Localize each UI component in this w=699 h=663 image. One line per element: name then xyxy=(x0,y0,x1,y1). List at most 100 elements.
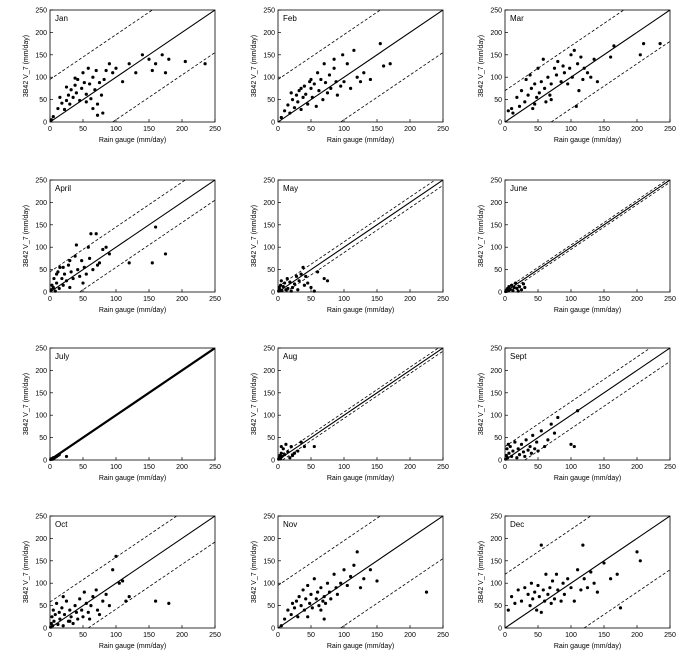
x-tick-label: 200 xyxy=(176,632,188,639)
data-point xyxy=(554,572,559,576)
x-tick-label: 0 xyxy=(503,126,507,133)
data-point xyxy=(61,624,65,628)
data-point xyxy=(73,83,77,87)
data-point xyxy=(523,285,527,290)
data-point xyxy=(68,102,72,106)
ref-line-lower xyxy=(79,199,215,292)
y-tick-label: 200 xyxy=(263,368,275,375)
data-point xyxy=(544,100,548,104)
data-point xyxy=(562,592,567,597)
data-point xyxy=(68,608,72,612)
data-point xyxy=(332,57,336,61)
data-point xyxy=(576,409,580,413)
data-point xyxy=(286,450,290,454)
chart-panel-feb: 0 50 100 150 200 250 0 50 100 150 200 250 Feb Rain ga… xyxy=(251,8,449,145)
x-tick-label: 150 xyxy=(598,126,610,133)
data-point xyxy=(304,92,308,96)
ref-line-lower xyxy=(112,52,215,122)
data-point xyxy=(64,454,69,459)
data-point xyxy=(55,601,59,605)
data-point xyxy=(58,265,62,269)
data-point xyxy=(569,586,573,590)
data-point xyxy=(322,276,326,281)
panel-title: Oct xyxy=(55,520,68,529)
data-point xyxy=(515,95,519,99)
data-point xyxy=(519,442,524,446)
data-point xyxy=(53,612,57,617)
data-point xyxy=(301,265,305,269)
data-point xyxy=(299,440,303,444)
panel-title: April xyxy=(55,184,71,193)
x-tick-label: 200 xyxy=(631,296,643,303)
x-tick-label: 0 xyxy=(276,632,280,639)
panel-title: Dec xyxy=(510,520,524,529)
x-axis-label: Rain gauge (mm/day) xyxy=(554,475,621,482)
data-point xyxy=(297,279,301,283)
x-tick-label: 200 xyxy=(176,296,188,303)
y-tick-label: 50 xyxy=(39,267,47,274)
data-point xyxy=(104,68,108,73)
data-point xyxy=(104,592,108,597)
data-point xyxy=(609,55,613,59)
x-axis-label: Rain gauge (mm/day) xyxy=(99,137,166,144)
y-tick-label: 150 xyxy=(490,52,502,59)
ref-line-1to1 xyxy=(278,516,443,628)
y-axis-label: 3B42 V_7 (mm/day) xyxy=(23,205,30,267)
data-point xyxy=(302,84,306,88)
data-point xyxy=(290,453,295,458)
data-point xyxy=(618,606,623,610)
data-point xyxy=(523,586,527,590)
data-point xyxy=(536,583,540,588)
data-point xyxy=(58,95,62,99)
data-point xyxy=(62,107,67,112)
y-tick-label: 200 xyxy=(35,30,47,37)
data-point xyxy=(163,252,168,256)
data-point xyxy=(317,604,321,608)
data-point xyxy=(539,610,543,614)
data-point xyxy=(585,71,590,75)
data-point xyxy=(570,75,574,79)
data-point xyxy=(78,98,82,103)
data-point xyxy=(352,48,356,52)
data-point xyxy=(280,289,284,293)
x-tick-label: 150 xyxy=(371,296,383,303)
y-tick-label: 250 xyxy=(263,178,275,185)
data-point xyxy=(549,82,553,86)
data-point xyxy=(95,113,100,117)
data-point xyxy=(511,111,515,115)
data-point xyxy=(319,608,323,612)
data-point xyxy=(88,82,92,86)
data-point xyxy=(533,102,537,106)
panel-title: May xyxy=(283,184,298,193)
panel-title: Jan xyxy=(55,14,68,23)
data-point xyxy=(56,622,60,627)
panel-title: June xyxy=(510,184,528,193)
panel-title: July xyxy=(55,352,69,361)
data-point xyxy=(572,48,576,52)
data-point xyxy=(323,601,328,605)
data-point xyxy=(589,75,593,79)
ref-line-lower xyxy=(282,350,443,460)
y-axis-label: 3B42 V_7 (mm/day) xyxy=(23,541,30,603)
y-tick-label: 50 xyxy=(39,435,47,442)
ref-line-upper xyxy=(50,180,186,273)
data-point xyxy=(513,281,518,285)
data-point xyxy=(312,444,316,449)
data-point xyxy=(88,617,92,621)
data-point xyxy=(526,592,530,597)
data-point xyxy=(306,615,310,619)
ref-line-upper xyxy=(505,516,592,575)
y-tick-label: 0 xyxy=(271,458,275,465)
y-tick-label: 200 xyxy=(263,30,275,37)
data-point xyxy=(316,590,320,594)
data-point xyxy=(556,588,560,592)
data-point xyxy=(82,590,86,594)
y-tick-label: 100 xyxy=(263,413,275,420)
data-point xyxy=(74,243,78,247)
data-point xyxy=(537,91,541,95)
data-point xyxy=(84,272,88,276)
chart-panel-mar: 0 50 100 150 200 250 0 50 100 150 200 250 Mar Rain ga… xyxy=(478,8,676,145)
x-tick-label: 150 xyxy=(371,632,383,639)
y-tick-label: 200 xyxy=(490,536,502,543)
data-point xyxy=(64,279,69,283)
